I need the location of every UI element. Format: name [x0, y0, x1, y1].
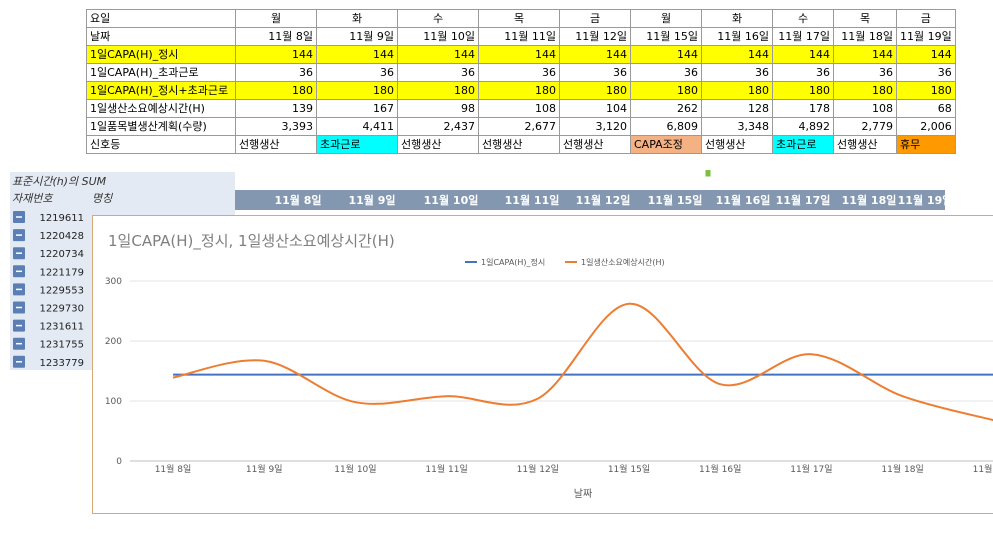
x-tick-label: 11월 18일 [881, 463, 923, 475]
sheet-row: 1일품목별생산계획(수량) 3,393 4,411 2,437 2,677 3,120 6,… [86, 117, 956, 136]
cell[interactable]: 선행생산 [833, 135, 897, 154]
cell[interactable]: 262 [630, 99, 702, 118]
cell[interactable]: 11월 11일 [478, 27, 560, 46]
sheet-row: 1일CAPA(H)_정시+초과근로 180 180 180 180 180 180 180 18… [86, 81, 956, 100]
cell[interactable]: 신호등 [86, 135, 236, 154]
cell[interactable]: 1일품목별생산계획(수량) [86, 117, 236, 136]
part-number: 1231755 [39, 340, 84, 351]
y-tick-label: 200 [105, 337, 122, 347]
part-number: 1221179 [39, 267, 84, 278]
pivot-header-band [235, 190, 945, 210]
x-tick-label: 11월 8일 [155, 463, 192, 475]
cell[interactable]: 68 [896, 99, 956, 118]
part-number: 1219611 [39, 213, 84, 224]
cell[interactable]: 휴무 [896, 135, 956, 154]
sheet-row: 1일CAPA(H)_초과근로 36 36 36 36 36 36 36 36 36 36 [86, 63, 956, 82]
cell[interactable]: 1일CAPA(H)_정시+초과근로 [86, 81, 236, 100]
pivot-date-header: 11월 19일 [898, 193, 953, 207]
cell[interactable]: 11월 16일 [701, 27, 773, 46]
cell[interactable]: 3,348 [701, 117, 773, 136]
pivot-row-header: 자재번호 [12, 192, 53, 205]
pivot-name-header: 명칭 [92, 192, 113, 205]
pivot-date-header: 11월 18일 [842, 193, 897, 207]
y-tick-label: 100 [105, 397, 122, 407]
cell[interactable]: 4,411 [316, 117, 398, 136]
cell[interactable]: 144 [478, 45, 560, 64]
cell[interactable]: 180 [772, 81, 834, 100]
cell[interactable]: 선행생산 [559, 135, 631, 154]
part-number: 1229730 [39, 304, 84, 315]
x-tick-label: 11월 9일 [246, 463, 283, 475]
cell[interactable]: 초과근로 [772, 135, 834, 154]
cell[interactable]: 3,393 [235, 117, 317, 136]
x-tick-label: 11월 15일 [608, 463, 650, 475]
cell[interactable]: 11월 10일 [397, 27, 479, 46]
x-tick-label: 11월 11일 [425, 463, 467, 475]
cell[interactable]: 11월 18일 [833, 27, 897, 46]
cell[interactable]: 144 [896, 45, 956, 64]
cell[interactable]: 180 [478, 81, 560, 100]
sheet-row: 요일 월 화 수 목 금 월 화 수 목 금 [86, 9, 956, 28]
sheet-row: 신호등 선행생산 초과근로 선행생산 선행생산 선행생산 CAPA조정 선행생산 초과근로 선행생… [86, 135, 956, 154]
cell[interactable]: 11월 8일 [235, 27, 317, 46]
x-tick-label: 11월 12일 [517, 463, 559, 475]
cell[interactable]: 144 [630, 45, 702, 64]
pivot-date-header: 11월 17일 [776, 193, 831, 207]
part-number: 1233779 [39, 358, 84, 369]
pivot-title: 표준시간(h)의 SUM [12, 175, 107, 188]
x-tick-label: 11월 17일 [790, 463, 832, 475]
cell[interactable]: 180 [235, 81, 317, 100]
move-cursor [704, 170, 712, 178]
pivot-date-header: 11월 11일 [505, 193, 560, 207]
legend-label: 1일CAPA(H)_정시 [481, 257, 545, 267]
x-axis-label: 날짜 [574, 488, 592, 500]
cell[interactable]: 초과근로 [316, 135, 398, 154]
cell[interactable]: CAPA조정 [630, 135, 702, 154]
cell[interactable]: 선행생산 [478, 135, 560, 154]
cell[interactable]: 6,809 [630, 117, 702, 136]
pivot-date-header: 11월 16일 [716, 193, 771, 207]
cell[interactable]: 180 [559, 81, 631, 100]
x-tick-label: 11월 16일 [699, 463, 741, 475]
cell[interactable]: 선행생산 [701, 135, 773, 154]
cell[interactable]: 선행생산 [235, 135, 317, 154]
y-tick-label: 0 [116, 457, 122, 467]
cell[interactable]: 11월 15일 [630, 27, 702, 46]
part-number: 1231611 [39, 322, 84, 333]
pivot-date-header: 11월 10일 [424, 193, 479, 207]
cell[interactable]: 139 [235, 99, 317, 118]
x-tick-label: 11월 10일 [334, 463, 376, 475]
chart-title: 1일CAPA(H)_정시, 1일생산소요예상시간(H) [108, 232, 395, 251]
cell[interactable]: 180 [397, 81, 479, 100]
cell[interactable]: 11월 12일 [559, 27, 631, 46]
cell[interactable]: 144 [701, 45, 773, 64]
pivot-date-header: 11월 15일 [648, 193, 703, 207]
pivot-date-header: 11월 9일 [348, 193, 395, 207]
part-number: 1220734 [39, 249, 84, 260]
cell[interactable]: 180 [630, 81, 702, 100]
sheet-row: 1일CAPA(H)_정시 144 144 144 144 144 144 144 144 144 1… [86, 45, 956, 64]
cell[interactable]: 180 [701, 81, 773, 100]
y-tick-label: 300 [105, 277, 122, 287]
part-number: 1220428 [39, 231, 84, 242]
cell[interactable]: 11월 19일 [896, 27, 956, 46]
pivot-date-header: 11월 12일 [576, 193, 631, 207]
series-line [172, 302, 993, 422]
cell[interactable]: 2,677 [478, 117, 560, 136]
legend-label: 1일생산소요예상시간(H) [581, 257, 665, 267]
cell[interactable]: 180 [896, 81, 956, 100]
cell[interactable]: 11월 17일 [772, 27, 834, 46]
part-number: 1229553 [39, 285, 84, 296]
cell[interactable]: 144 [833, 45, 897, 64]
x-tick-label: 11월 19일 [973, 463, 993, 475]
sheet-table: 요일 월 화 수 목 금 월 화 수 목 금 날짜 11월 8일 11월 9일 11월 10일 11월 11일… [86, 9, 956, 154]
cell[interactable]: 180 [316, 81, 398, 100]
cell[interactable]: 선행생산 [397, 135, 479, 154]
cell[interactable]: 2,779 [833, 117, 897, 136]
pivot-date-header: 11월 8일 [274, 193, 321, 207]
